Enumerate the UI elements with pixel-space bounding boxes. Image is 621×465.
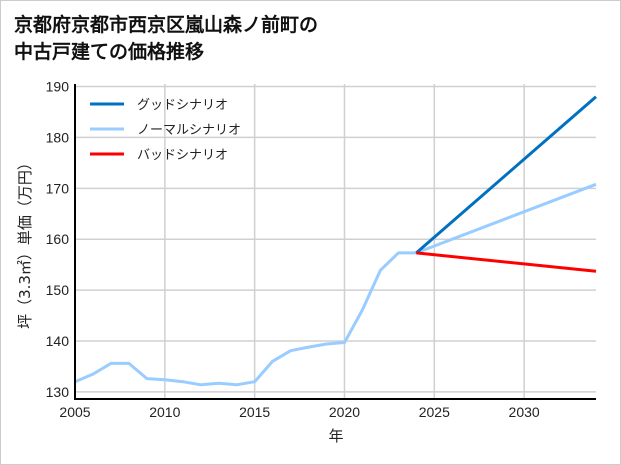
legend-label: バッドシナリオ [137,148,228,163]
y-tick-label: 150 [46,282,70,298]
x-tick-label: 2030 [509,404,540,420]
series-line [415,95,597,255]
x-tick-label: 2010 [149,404,180,420]
y-axis-label: 坪（3.3㎡）単価（万円） [16,155,34,329]
chart-title-line-1: 京都府京都市西京区嵐山森ノ前町の [14,14,319,36]
series-line [74,182,597,387]
x-tick-label: 2015 [239,404,270,420]
y-tick-label: 170 [46,180,70,196]
x-tick-label: 2005 [59,404,90,420]
y-tick-label: 130 [46,384,70,400]
y-tick-label: 160 [46,231,70,247]
series-line [416,251,597,273]
x-axis-label: 年 [328,427,343,445]
y-tick-label: 180 [46,129,70,145]
chart-title: 京都府京都市西京区嵐山森ノ前町の 中古戸建ての価格推移 [14,12,318,66]
y-tick-label: 190 [46,79,70,95]
y-tick-label: 140 [46,333,70,349]
legend-label: ノーマルシナリオ [137,123,241,138]
x-tick-label: 2025 [419,404,450,420]
legend-label: グッドシナリオ [137,98,228,113]
chart-title-line-2: 中古戸建ての価格推移 [14,41,205,63]
x-tick-label: 2020 [329,404,360,420]
